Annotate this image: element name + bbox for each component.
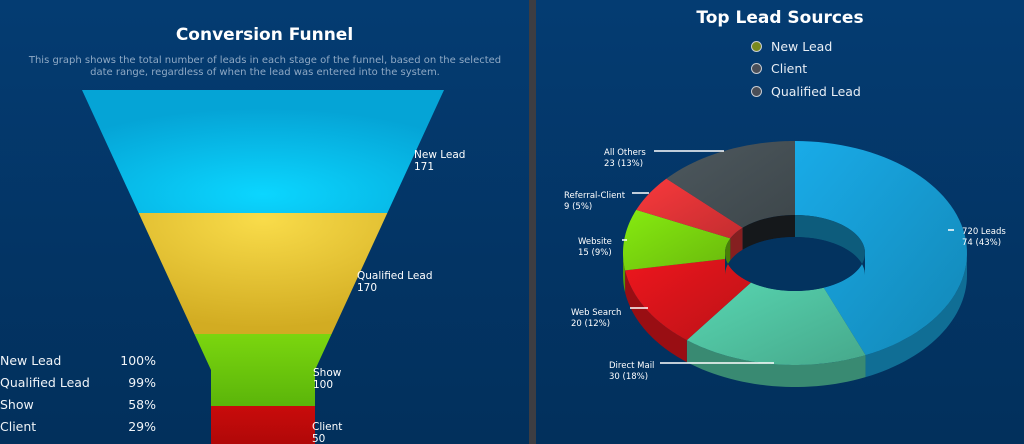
funnel-label-value: 50 bbox=[312, 433, 325, 444]
funnel-segment-qualified-lead[interactable] bbox=[138, 213, 388, 334]
funnel-segment-show[interactable] bbox=[194, 334, 332, 406]
donut-label-name: All Others bbox=[604, 148, 646, 158]
conversion-funnel-panel: Conversion Funnel This graph shows the t… bbox=[0, 0, 529, 444]
stat-label: Client bbox=[0, 418, 37, 434]
donut-side-website bbox=[623, 253, 626, 293]
donut-inner-wall bbox=[742, 215, 795, 250]
legend-label: Qualified Lead bbox=[771, 83, 861, 99]
stat-label: Qualified Lead bbox=[0, 374, 90, 390]
funnel-title: Conversion Funnel bbox=[175, 25, 354, 45]
donut-label-name: Website bbox=[578, 237, 612, 247]
funnel-label-name: New Lead bbox=[414, 149, 465, 161]
donut-slice-direct-mail[interactable] bbox=[686, 282, 866, 365]
donut-label-value: 9 (5%) bbox=[564, 202, 592, 212]
funnel-label-name: Show bbox=[313, 367, 342, 379]
funnel-segment-new-lead[interactable] bbox=[82, 90, 444, 213]
funnel-label-name: Qualified Lead bbox=[357, 270, 433, 282]
legend-item-qualified-lead[interactable]: Qualified Lead bbox=[751, 80, 861, 103]
donut-hole bbox=[725, 237, 865, 291]
donut-label-name: Referral-Client bbox=[564, 191, 626, 201]
stat-percent: 99% bbox=[128, 374, 156, 390]
stat-percent: 29% bbox=[128, 418, 156, 434]
donut-label-name: Direct Mail bbox=[609, 361, 654, 371]
funnel-label-value: 171 bbox=[414, 161, 434, 173]
legend-dot-icon bbox=[751, 63, 762, 75]
donut-label-value: 23 (13%) bbox=[604, 159, 643, 169]
lead-sources-panel: Top Lead Sources New Lead Client Qualifi… bbox=[536, 0, 1024, 444]
funnel-label-value: 100 bbox=[313, 379, 333, 391]
legend-item-new-lead[interactable]: New Lead bbox=[751, 35, 861, 58]
donut-label-value: 74 (43%) bbox=[962, 238, 1001, 248]
sources-legend: New Lead Client Qualified Lead bbox=[751, 35, 861, 103]
stat-row-client: Client 29% bbox=[0, 415, 156, 437]
legend-dot-icon bbox=[751, 85, 762, 97]
donut-inner-wall bbox=[730, 227, 743, 261]
stat-row-show: Show 58% bbox=[0, 393, 156, 415]
donut-slice-web-search[interactable] bbox=[625, 258, 751, 341]
funnel-label-name: Client bbox=[312, 421, 342, 433]
donut-side-direct-mail bbox=[686, 340, 866, 387]
donut-label-value: 30 (18%) bbox=[609, 372, 648, 382]
funnel-subtitle: This graph shows the total number of lea… bbox=[28, 55, 502, 78]
funnel-label-value: 170 bbox=[357, 282, 377, 294]
stat-row-new-lead: New Lead 100% bbox=[0, 349, 156, 371]
donut-label-name: 720 Leads bbox=[962, 227, 1006, 237]
legend-label: Client bbox=[771, 61, 808, 77]
donut-inner-wall bbox=[795, 215, 865, 275]
donut-label-name: Web Search bbox=[571, 308, 621, 318]
donut-slice-referral-client[interactable] bbox=[636, 178, 743, 239]
donut-label-value: 15 (9%) bbox=[578, 248, 612, 258]
stat-row-qualified-lead: Qualified Lead 99% bbox=[0, 371, 156, 393]
donut-label-value: 20 (12%) bbox=[571, 319, 610, 329]
funnel-segment-client[interactable] bbox=[211, 406, 315, 444]
legend-label: New Lead bbox=[771, 38, 833, 54]
legend-item-client[interactable]: Client bbox=[751, 58, 861, 81]
stat-percent: 100% bbox=[120, 352, 156, 368]
donut-slice-all-others[interactable] bbox=[666, 141, 795, 228]
stat-label: New Lead bbox=[0, 352, 62, 368]
donut-side-720-leads bbox=[865, 253, 967, 378]
sources-title: Top Lead Sources bbox=[696, 8, 864, 28]
panel-divider bbox=[529, 0, 536, 444]
legend-dot-icon bbox=[751, 40, 762, 52]
donut-side-web-search bbox=[625, 270, 687, 363]
funnel-stats-table: New Lead 100% Qualified Lead 99% Show 58… bbox=[0, 349, 156, 437]
donut-slice-720-leads[interactable] bbox=[795, 141, 967, 356]
stat-label: Show bbox=[0, 396, 34, 412]
donut-slice-website[interactable] bbox=[623, 209, 731, 271]
stat-percent: 58% bbox=[128, 396, 156, 412]
